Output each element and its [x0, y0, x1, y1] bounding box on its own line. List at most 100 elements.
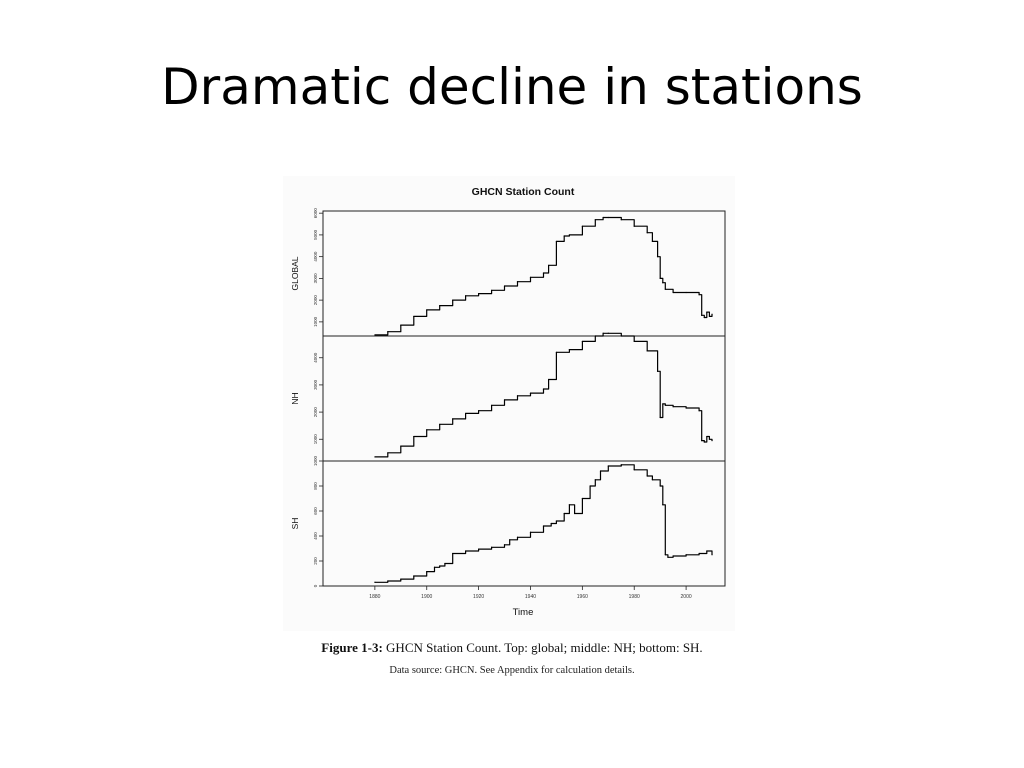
data-point: [581, 340, 583, 343]
data-point: [490, 546, 493, 548]
data-point: [594, 479, 596, 481]
data-point: [568, 234, 570, 236]
data-point: [646, 350, 648, 352]
data-point: [563, 512, 565, 515]
data-point: [672, 291, 674, 294]
data-point: [516, 536, 519, 538]
data-point: [548, 378, 550, 381]
data-point: [374, 456, 376, 458]
data-point: [711, 313, 713, 315]
data-point: [439, 304, 441, 307]
series-line-sh: [374, 464, 713, 583]
y-tick-label: 1000: [313, 316, 318, 327]
data-point: [659, 277, 661, 279]
panel-frame: [322, 460, 726, 587]
data-point: [659, 485, 661, 487]
data-point: [413, 315, 415, 318]
y-tick-label: 5000: [313, 229, 318, 240]
panel-sh: 0 200 400 600 800 1000 SH: [290, 455, 726, 587]
data-point: [433, 566, 436, 568]
data-point: [529, 276, 532, 278]
data-point: [701, 314, 703, 316]
data-point: [374, 334, 376, 336]
caption-label: Figure 1-3:: [321, 640, 383, 655]
x-tick-label: 2000: [681, 594, 692, 600]
data-point: [529, 531, 532, 533]
data-point: [706, 435, 708, 438]
data-point: [490, 404, 493, 406]
data-point: [503, 399, 506, 401]
data-point: [685, 407, 687, 409]
data-point: [633, 225, 635, 227]
data-point: [516, 281, 519, 283]
data-point: [400, 578, 402, 580]
chart-figure: GHCN Station Count Time 1000 2000 3000 4000…: [283, 176, 735, 631]
data-point: [701, 440, 703, 442]
panel-global: 1000 2000 3000 4000 5000 6000 GLOBAL: [290, 208, 726, 337]
data-point: [672, 406, 674, 408]
data-point: [662, 504, 664, 506]
data-point: [651, 479, 653, 481]
data-point: [465, 412, 467, 415]
series-line-nh: [374, 332, 713, 458]
data-point: [568, 504, 570, 506]
x-tick-label: 1940: [525, 594, 536, 600]
data-point: [555, 520, 558, 522]
data-point: [651, 240, 653, 243]
data-point: [607, 465, 609, 467]
data-point: [452, 418, 454, 420]
data-point: [542, 388, 545, 390]
data-point: [656, 256, 659, 258]
data-point: [490, 289, 493, 291]
figure-caption: Figure 1-3: GHCN Station Count. Top: glo…: [0, 640, 1024, 656]
data-point: [426, 309, 428, 311]
data-point: [667, 556, 669, 558]
data-point: [698, 294, 700, 296]
data-point: [672, 555, 674, 557]
caption-text: GHCN Station Count. Top: global; middle:…: [382, 640, 703, 655]
data-point: [452, 299, 454, 301]
data-point: [509, 539, 511, 541]
x-tick-label: 1880: [369, 594, 380, 600]
data-point: [711, 554, 713, 556]
panel-nh: 1000 2000 3000 4000 NH: [290, 332, 726, 462]
data-point: [706, 550, 708, 552]
data-point: [426, 429, 428, 431]
x-axis-label: Time: [513, 607, 534, 618]
data-point: [607, 216, 609, 219]
data-point: [563, 235, 565, 237]
data-point: [664, 404, 666, 406]
data-point: [573, 512, 576, 515]
data-point: [633, 340, 635, 343]
data-point: [594, 219, 596, 221]
data-point: [542, 525, 545, 527]
data-point: [413, 435, 415, 438]
y-tick-label: 200: [313, 557, 318, 565]
y-tick-label: 800: [313, 482, 318, 490]
data-point: [516, 395, 519, 397]
y-tick-label: 400: [313, 532, 318, 540]
data-point: [599, 470, 602, 472]
data-point: [708, 315, 711, 318]
y-tick-label: 6000: [313, 208, 318, 219]
data-point: [444, 562, 446, 565]
data-point: [607, 332, 609, 334]
data-point: [400, 324, 402, 326]
data-point: [602, 216, 604, 219]
data-point: [664, 554, 666, 556]
y-tick-label: 1000: [313, 455, 318, 466]
data-point: [581, 497, 583, 500]
panels-group: 100020003000400050006000GLOBAL1000200030…: [290, 208, 726, 600]
data-point: [662, 403, 664, 405]
data-point: [633, 469, 635, 471]
y-axis-label: NH: [290, 392, 300, 404]
data-point: [374, 581, 376, 583]
data-point: [387, 452, 389, 454]
ghcn-station-count-chart: GHCN Station Count Time 1000200030004000…: [290, 186, 726, 618]
y-tick-label: 4000: [313, 251, 318, 262]
data-point: [503, 544, 506, 546]
data-point: [478, 293, 480, 295]
data-point: [589, 485, 591, 487]
series-line-global: [374, 216, 713, 336]
data-point: [478, 410, 480, 412]
